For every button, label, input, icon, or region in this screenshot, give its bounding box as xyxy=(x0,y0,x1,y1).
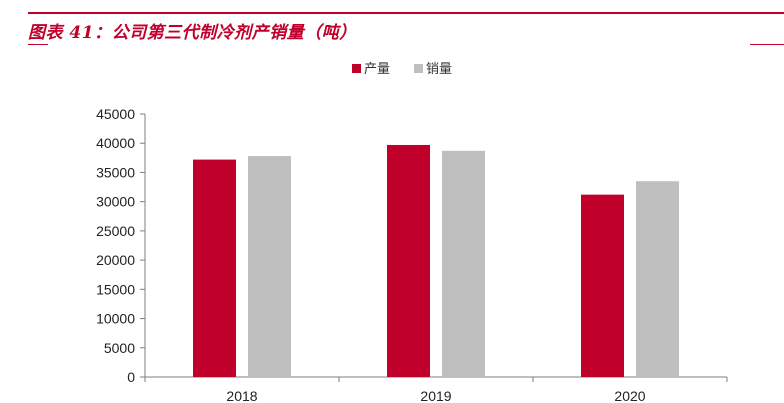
x-tick-label: 2019 xyxy=(420,388,451,403)
title-underline-left xyxy=(28,44,48,45)
legend-swatch-销量 xyxy=(414,64,423,73)
legend-swatch-产量 xyxy=(352,64,361,73)
bar-销量-2020 xyxy=(636,181,679,377)
bar-销量-2019 xyxy=(442,150,485,377)
legend-label: 销量 xyxy=(426,62,452,77)
y-tick-label: 15000 xyxy=(96,281,135,297)
title-underline-right xyxy=(750,44,784,45)
bar-产量-2019 xyxy=(387,144,430,377)
bar-产量-2018 xyxy=(193,159,236,377)
bar-产量-2020 xyxy=(581,194,624,377)
y-tick-label: 0 xyxy=(127,369,135,385)
x-tick-label: 2020 xyxy=(614,388,645,403)
y-tick-label: 45000 xyxy=(96,106,135,122)
y-tick-label: 35000 xyxy=(96,164,135,180)
y-tick-label: 5000 xyxy=(104,340,135,356)
y-tick-label: 20000 xyxy=(96,252,135,268)
y-tick-label: 40000 xyxy=(96,135,135,151)
legend-label: 产量 xyxy=(364,62,390,77)
y-tick-label: 25000 xyxy=(96,223,135,239)
header-rule xyxy=(28,12,784,14)
bar-销量-2018 xyxy=(248,156,291,377)
y-tick-label: 30000 xyxy=(96,194,135,210)
page-title: 图表 41：公司第三代制冷剂产销量（吨） xyxy=(28,23,357,43)
x-tick-label: 2018 xyxy=(226,388,257,403)
y-tick-label: 10000 xyxy=(96,311,135,327)
